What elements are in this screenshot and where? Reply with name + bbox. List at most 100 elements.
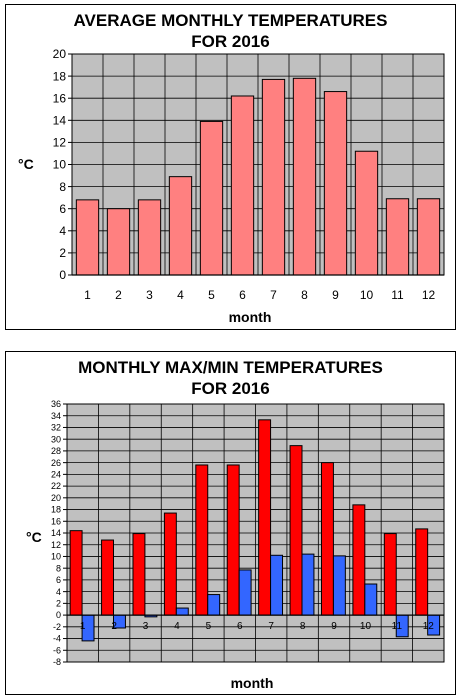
chart1-bar — [199, 120, 224, 276]
chart2-y-tick-label: 6 — [56, 575, 61, 585]
chart1-bar — [292, 77, 317, 276]
chart2-y-tick-label: -2 — [53, 622, 61, 632]
chart2-bar-series-2 — [301, 553, 315, 616]
chart2-y-tick-label: 18 — [51, 505, 61, 515]
chart2-x-tick-label: 5 — [206, 621, 212, 632]
chart2-y-tick-label: 26 — [51, 458, 61, 468]
chart2-bar-series-1 — [415, 528, 429, 616]
chart2-x-tick-label: 10 — [360, 621, 372, 632]
chart1-y-tick-label: 20 — [53, 47, 67, 61]
chart2-bar-series-1 — [226, 464, 240, 616]
chart1-x-tick-label: 3 — [146, 288, 153, 302]
chart2-bar-series-1 — [320, 462, 334, 616]
chart1-y-tick-label: 18 — [53, 69, 67, 83]
chart1-y-tick-label: 0 — [59, 268, 66, 282]
chart2-y-tick-label: 8 — [56, 563, 61, 573]
chart1-x-tick-label: 11 — [391, 288, 404, 302]
chart2-x-tick-label: 12 — [423, 621, 435, 632]
chart2-bar-series-1 — [195, 464, 209, 616]
chart1-y-tick-label: 14 — [53, 114, 67, 128]
chart2-y-tick-label: 28 — [51, 446, 61, 456]
chart2-y-tick-label: 36 — [51, 399, 61, 409]
average-temperature-chart-panel: AVERAGE MONTHLY TEMPERATURES FOR 2016 °C… — [5, 4, 456, 330]
chart2-bar-series-1 — [69, 530, 83, 616]
chart2-y-tick-label: 34 — [51, 411, 61, 421]
chart1-y-tick-label: 8 — [59, 180, 66, 194]
chart2-x-tick-label: 8 — [300, 621, 306, 632]
chart1-bar — [230, 95, 255, 276]
chart1-bar — [106, 208, 131, 276]
chart1-y-tick-label: 12 — [53, 136, 67, 150]
chart2-title-line1: MONTHLY MAX/MIN TEMPERATURES — [78, 358, 383, 377]
chart2-bar-series-2 — [238, 569, 252, 616]
chart2-bar-series-2 — [332, 555, 346, 616]
chart1-title-line2: FOR 2016 — [191, 32, 270, 51]
chart2-y-tick-label: 24 — [51, 470, 61, 480]
chart2-y-tick-label: -8 — [53, 657, 61, 667]
chart2-bar-series-1 — [352, 504, 366, 616]
chart1-y-tick-label: 2 — [59, 246, 66, 260]
chart2-y-tick-label: 32 — [51, 423, 61, 433]
chart2-y-tick-label: 16 — [51, 516, 61, 526]
chart2-x-tick-label: 6 — [237, 621, 243, 632]
chart2-x-tick-label: 2 — [111, 621, 117, 632]
chart2-bar-series-2 — [175, 607, 189, 616]
chart1-y-axis-label: °C — [18, 156, 34, 172]
chart2-bar-series-2 — [207, 594, 221, 616]
chart2-x-tick-label: 1 — [80, 621, 86, 632]
chart1-x-tick-label: 10 — [360, 288, 374, 302]
chart2-y-tick-label: -6 — [53, 645, 61, 655]
chart2-x-axis-label: month — [231, 675, 274, 691]
chart1-x-tick-label: 4 — [177, 288, 184, 302]
chart2-x-tick-label: 9 — [331, 621, 337, 632]
chart1-bar — [354, 150, 379, 276]
chart1-x-tick-label: 9 — [332, 288, 339, 302]
chart1-bar — [416, 198, 441, 276]
chart1-bar — [75, 199, 100, 276]
chart2-y-tick-label: 22 — [51, 481, 61, 491]
chart1-bar — [385, 198, 410, 276]
chart2-y-axis-label: °C — [26, 529, 42, 545]
chart1-bar — [261, 78, 286, 276]
chart1-y-tick-label: 16 — [53, 91, 67, 105]
chart1-x-tick-label: 5 — [208, 288, 215, 302]
chart1-x-tick-label: 7 — [270, 288, 277, 302]
chart1-x-tick-label: 8 — [301, 288, 308, 302]
chart2-bar-series-1 — [383, 533, 397, 616]
chart2-x-tick-label: 3 — [143, 621, 149, 632]
chart2-bar-series-1 — [101, 539, 114, 616]
chart2-y-tick-label: 30 — [51, 434, 61, 444]
chart2-y-tick-label: 20 — [51, 493, 61, 503]
chart1-x-tick-label: 6 — [239, 288, 246, 302]
chart2-bar-series-1 — [289, 445, 303, 616]
chart2-bar-series-1 — [132, 533, 146, 616]
chart2-y-tick-label: -4 — [53, 634, 61, 644]
chart1-bar — [323, 91, 348, 276]
chart2-y-tick-label: 2 — [56, 599, 61, 609]
chart1-y-tick-label: 6 — [59, 202, 66, 216]
chart1-x-tick-label: 12 — [422, 288, 436, 302]
chart2-bar-series-1 — [163, 512, 177, 616]
chart2-x-tick-label: 4 — [174, 621, 180, 632]
chart1-x-axis-label: month — [229, 309, 272, 325]
chart1-y-tick-label: 10 — [53, 158, 67, 172]
chart2-y-tick-label: 12 — [51, 540, 61, 550]
chart2-bar-series-1 — [258, 419, 272, 616]
chart1-x-tick-label: 1 — [84, 288, 91, 302]
chart1-y-tick-label: 4 — [59, 224, 66, 238]
chart1-bar — [137, 199, 162, 276]
chart2-x-tick-label: 11 — [392, 621, 403, 632]
chart2-plot: °C month -8-6-4-202468101214161820222426… — [26, 399, 445, 691]
chart2-bar-series-2 — [270, 554, 284, 616]
max-min-temperature-chart-panel: MONTHLY MAX/MIN TEMPERATURES FOR 2016 °C… — [5, 351, 456, 695]
chart2-title-line2: FOR 2016 — [191, 379, 270, 398]
chart2-y-tick-label: 10 — [51, 552, 61, 562]
chart1-title-line1: AVERAGE MONTHLY TEMPERATURES — [73, 11, 388, 30]
chart2-x-tick-label: 7 — [268, 621, 274, 632]
chart1-x-tick-label: 2 — [115, 288, 122, 302]
chart1-bar — [168, 176, 193, 276]
chart2-bar-series-2 — [364, 583, 378, 616]
chart2-y-tick-label: 4 — [56, 587, 61, 597]
chart2-y-tick-label: 14 — [51, 528, 61, 538]
